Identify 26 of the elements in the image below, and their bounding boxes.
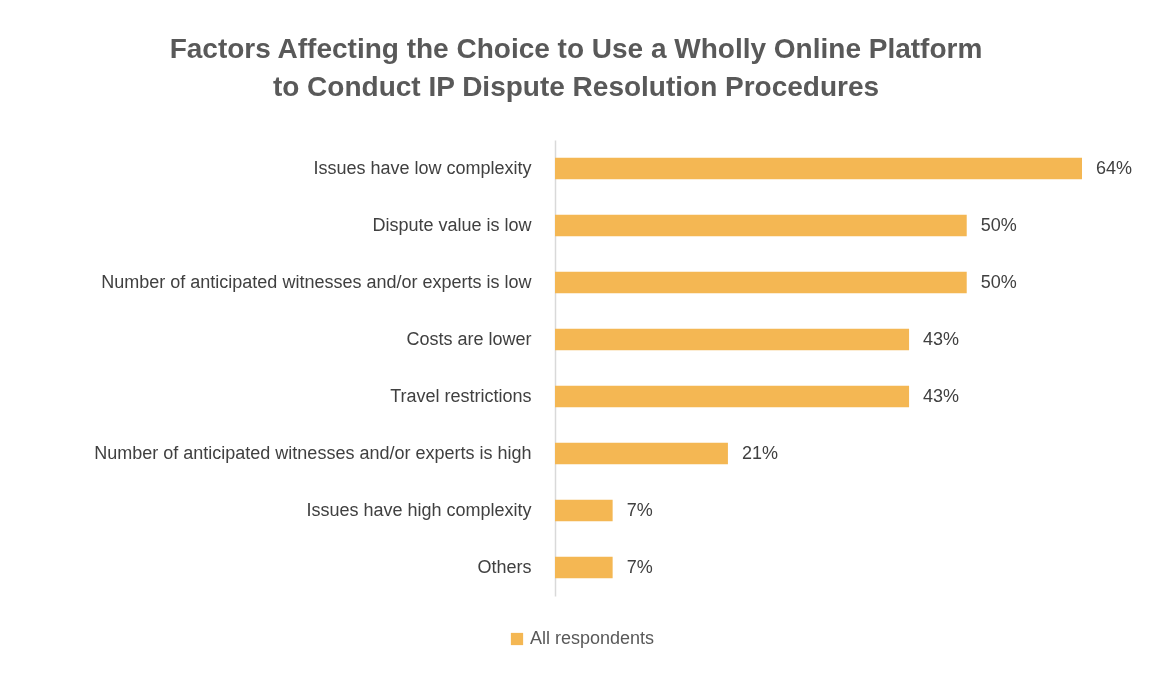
data-label: 21% (741, 442, 778, 463)
bar (555, 556, 613, 579)
y-tick-label: Issues have low complexity (313, 157, 532, 178)
bar (555, 499, 613, 522)
data-label: 64% (1096, 157, 1133, 178)
y-tick-label: Number of anticipated witnesses and/or experts is low (101, 271, 533, 292)
bar (555, 442, 728, 465)
bar (555, 385, 910, 408)
y-tick-label: Issues have high complexity (306, 499, 532, 520)
data-label: 7% (626, 499, 653, 520)
y-tick-label: Travel restrictions (390, 385, 532, 406)
data-label: 50% (980, 271, 1017, 292)
y-tick-label: Number of anticipated witnesses and/or experts is high (94, 442, 532, 463)
data-label: 43% (923, 385, 960, 406)
data-label: 50% (980, 214, 1017, 235)
bar (555, 157, 1082, 180)
data-label: 7% (626, 556, 653, 577)
data-label: 43% (923, 328, 960, 349)
bar (555, 271, 967, 294)
y-tick-label: Others (477, 556, 532, 577)
bar (555, 214, 967, 237)
y-tick-label: Costs are lower (406, 328, 532, 349)
legend-label: All respondents (530, 628, 655, 648)
chart-title: Factors Affecting the Choice to Use a Wholly Online Platform to Conduct IP Dispute Resolution Procedures (169, 33, 983, 102)
y-tick-label: Dispute value is low (372, 214, 533, 235)
bar (555, 328, 910, 351)
